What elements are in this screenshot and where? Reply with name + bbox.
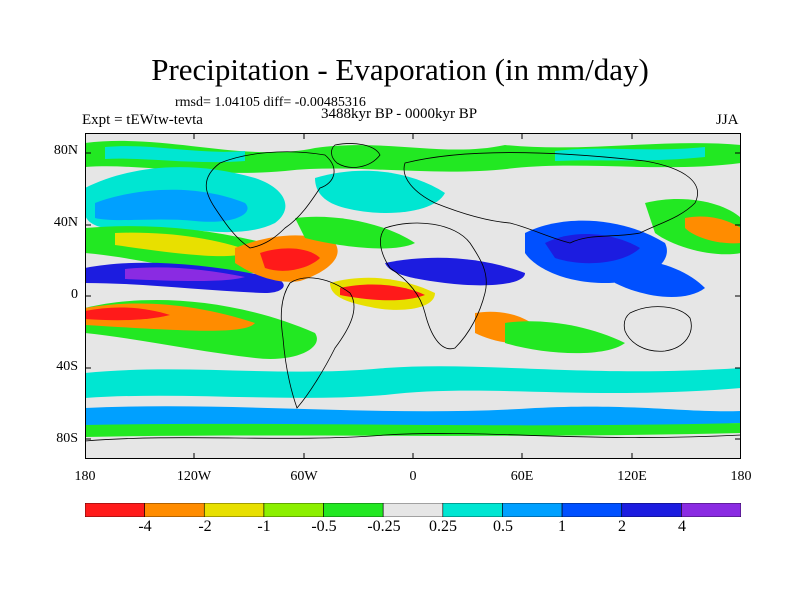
- fill-arctic-cyan-2: [555, 147, 705, 161]
- colorbar-swatch-9: [621, 503, 682, 517]
- lon-label-60e: 60E: [510, 469, 534, 484]
- colorbar-swatch-6: [442, 503, 503, 517]
- fill-so-cyan: [85, 366, 741, 398]
- coastlines: [85, 143, 741, 442]
- lat-label-40s: 40S: [56, 359, 78, 374]
- colorbar-swatch-3: [263, 503, 324, 517]
- fill-so-green: [85, 423, 741, 437]
- fill-arctic: [85, 140, 741, 173]
- fill-atl-itcz: [385, 257, 525, 286]
- fill-nwpac-orange: [685, 216, 741, 244]
- colorbar-label-0: -4: [138, 518, 152, 535]
- lon-label-180w: 180: [74, 469, 96, 484]
- lat-label-40n: 40N: [53, 215, 78, 230]
- colorbar-swatch-7: [502, 503, 563, 517]
- colorbar-swatch-2: [203, 503, 265, 517]
- colorbar-label-7: 1: [558, 518, 566, 535]
- fill-atl-red: [340, 284, 425, 301]
- colorbar-swatch-10: [681, 503, 741, 517]
- fill-monsoon-dark: [545, 233, 640, 264]
- experiment-label: Expt = tEWtw-tevta: [82, 112, 203, 128]
- colorbar-label-3: -0.5: [311, 518, 337, 535]
- colorbar-label-9: 4: [678, 518, 686, 535]
- colorbar: [85, 503, 741, 517]
- colorbar-swatch-8: [561, 503, 623, 517]
- lon-label-60w: 60W: [290, 469, 318, 484]
- lon-label-0: 0: [409, 469, 417, 484]
- colorbar-swatch-4: [323, 503, 384, 517]
- lon-label-180e: 180: [730, 469, 752, 484]
- lat-label-80n: 80N: [53, 143, 78, 158]
- lat-label-80s: 80S: [56, 431, 78, 446]
- fill-sind-green: [505, 321, 625, 354]
- fill-spac-red: [85, 307, 170, 321]
- lat-label-0: 0: [71, 287, 78, 302]
- colorbar-swatch-1: [144, 503, 205, 517]
- lon-label-120w: 120W: [176, 469, 212, 484]
- fill-caribbean-red: [260, 248, 320, 271]
- field-map: [85, 133, 741, 459]
- stats-label: rmsd= 1.04105 diff= -0.00485316: [175, 95, 366, 110]
- lon-label-120e: 120E: [617, 469, 647, 484]
- colorbar-label-4: -0.25: [367, 518, 401, 535]
- colorbar-label-8: 2: [618, 518, 626, 535]
- colorbar-label-6: 0.5: [493, 518, 513, 535]
- fill-maritime-blue: [605, 259, 705, 298]
- contour-fills: [85, 140, 741, 437]
- colorbar-label-1: -2: [198, 518, 212, 535]
- season-label: JJA: [716, 112, 739, 128]
- map-ticks: [85, 133, 741, 459]
- fill-arctic-cyan: [105, 146, 245, 163]
- fill-natl-cyan: [315, 170, 445, 213]
- colorbar-label-5: 0.25: [429, 518, 457, 535]
- colorbar-swatch-0: [85, 503, 145, 517]
- colorbar-label-2: -1: [257, 518, 271, 535]
- map-title: Precipitation - Evaporation (in mm/day): [151, 52, 649, 87]
- fill-natl-green: [295, 216, 415, 249]
- period-label: 3488kyr BP - 0000kyr BP: [321, 106, 478, 122]
- colorbar-swatch-5: [382, 503, 444, 517]
- fill-subtrop-npac-yellow: [115, 232, 250, 257]
- fill-itcz-pac-purple: [125, 267, 245, 281]
